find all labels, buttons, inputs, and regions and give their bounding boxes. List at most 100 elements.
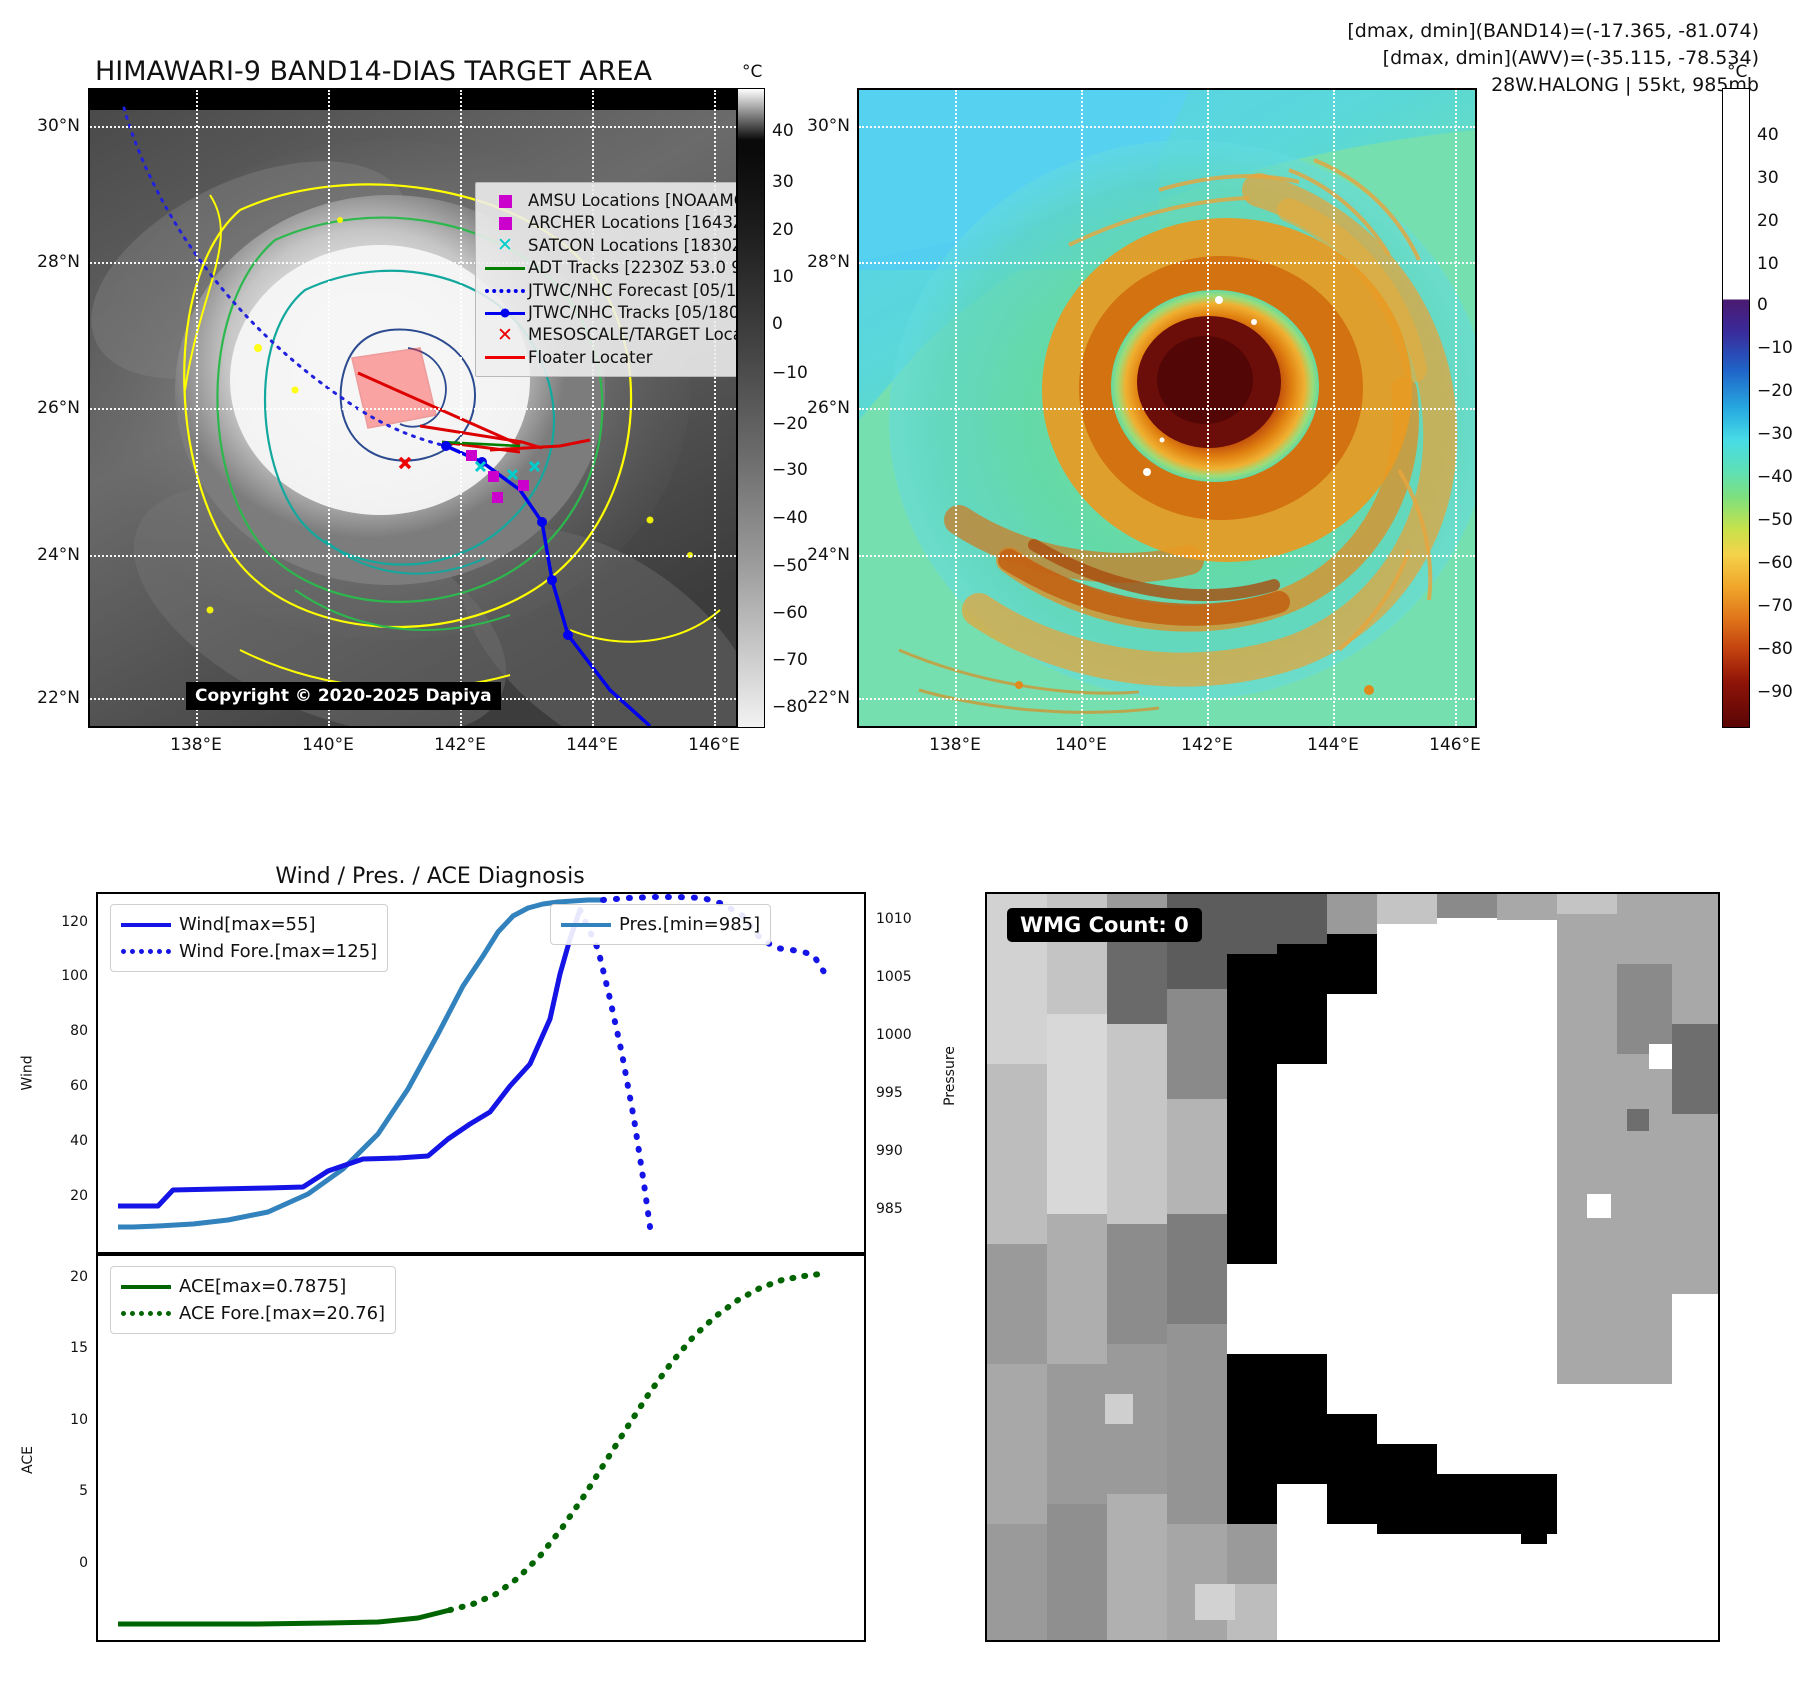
right-colorbar-title: °C [1727,62,1748,82]
ace-tick-label: 10 [70,1412,88,1428]
pressure-tick-label: 1010 [876,911,912,927]
right-colorbar-tick: 10 [1757,254,1779,274]
wind-chart-legend[interactable]: Wind[max=55] Wind Fore.[max=125] [110,904,389,972]
right-colorbar-tick: −90 [1757,682,1793,702]
green-dotted-line-icon [121,1311,179,1316]
pressure-tick-label: 990 [876,1143,903,1159]
lon-tick-label: 144°E [1307,735,1359,755]
ace-chart-legend[interactable]: ACE[max=0.7875] ACE Fore.[max=20.76] [110,1266,397,1334]
right-colorbar [1722,88,1750,728]
pressure-tick-label: 995 [876,1085,903,1101]
left-satellite-map[interactable]: AMSU Locations [NOAAMC/1149Z 28 1006] AR… [88,88,738,728]
right-colorbar-tick: 0 [1757,295,1768,315]
left-colorbar-tick: 30 [772,172,794,192]
diagnosis-title: Wind / Pres. / ACE Diagnosis [275,864,585,889]
green-line-icon [482,257,528,279]
lightblue-line-icon [561,922,619,927]
left-colorbar-tick: 20 [772,220,794,240]
lat-tick-label: 28°N [807,252,850,272]
header-stats: [dmax, dmin](BAND14)=(-17.365, -81.074) … [1347,18,1759,99]
right-colorbar-tick: −10 [1757,338,1793,358]
lon-tick-label: 140°E [1055,735,1107,755]
left-colorbar [737,88,765,728]
right-colorbar-tick: 30 [1757,168,1779,188]
left-colorbar-tick: −10 [772,363,808,383]
left-colorbar-tick: −60 [772,603,808,623]
lat-tick-label: 26°N [37,398,80,418]
legend-item-adt-tracks: ADT Tracks [2230Z 53.0 988.9] [482,257,736,279]
lat-tick-label: 28°N [37,252,80,272]
page-title-line1: HIMAWARI-9 BAND14-DIAS TARGET AREA [95,56,652,88]
wind-tick-label: 100 [61,968,88,984]
wind-pressure-chart[interactable]: Wind[max=55] Wind Fore.[max=125] Pres.[m… [96,892,866,1254]
wind-tick-label: 60 [70,1078,88,1094]
legend-item-mesoscale-target: ✕ MESOSCALE/TARGET Location [482,324,736,347]
left-colorbar-tick: 0 [772,314,783,334]
red-x-icon: ✕ [497,324,513,347]
pressure-chart-legend[interactable]: Pres.[min=985] [550,904,772,945]
lat-tick-label: 22°N [807,688,850,708]
lon-tick-label: 146°E [688,735,740,755]
ace-tick-label: 0 [79,1555,88,1571]
ace-chart[interactable]: ACE[max=0.7875] ACE Fore.[max=20.76] [96,1254,866,1642]
right-colorbar-tick: −60 [1757,553,1793,573]
lon-tick-label: 142°E [1181,735,1233,755]
blue-dotted-line-icon [482,280,528,302]
wind-tick-label: 120 [61,914,88,930]
right-satellite-map[interactable] [857,88,1477,728]
left-colorbar-tick: −30 [772,460,808,480]
wmg-map-panel[interactable]: WMG Count: 0 [985,892,1720,1642]
lon-tick-label: 144°E [566,735,618,755]
lat-tick-label: 22°N [37,688,80,708]
lat-tick-label: 30°N [37,116,80,136]
right-colorbar-tick: 20 [1757,211,1779,231]
red-line-icon [482,347,528,369]
lon-tick-label: 138°E [929,735,981,755]
legend-item-wind: Wind[max=55] [121,911,377,938]
lat-tick-label: 24°N [807,545,850,565]
map-legend[interactable]: AMSU Locations [NOAAMC/1149Z 28 1006] AR… [475,182,736,378]
left-colorbar-tick: −40 [772,508,808,528]
right-colorbar-tick: −50 [1757,510,1793,530]
ace-axis-label: ACE [19,1446,36,1474]
magenta-square-icon [482,190,528,212]
magenta-square-icon [482,212,528,234]
lat-tick-label: 24°N [37,545,80,565]
lat-tick-label: 26°N [807,398,850,418]
wind-tick-label: 40 [70,1133,88,1149]
green-line-icon [121,1284,179,1289]
right-colorbar-tick: −20 [1757,381,1793,401]
legend-item-ace-forecast: ACE Fore.[max=20.76] [121,1300,385,1327]
lon-tick-label: 138°E [170,735,222,755]
storm-summary: 28W.HALONG | 55kt, 985mb [1491,73,1759,96]
pressure-tick-label: 1000 [876,1027,912,1043]
ace-plot [118,1271,823,1627]
left-colorbar-title: °C [742,62,763,82]
legend-item-wind-forecast: Wind Fore.[max=125] [121,938,377,965]
pressure-axis-label: Pressure [941,1046,958,1106]
pressure-tick-label: 1005 [876,969,912,985]
lat-tick-label: 30°N [807,116,850,136]
legend-item-pressure: Pres.[min=985] [561,911,760,938]
blue-line-icon [121,922,179,927]
left-colorbar-tick: 40 [772,121,794,141]
ace-tick-label: 5 [79,1483,88,1499]
legend-item-jtwc-forecast: JTWC/NHC Forecast [05/1800Z] [482,280,736,302]
left-colorbar-tick: −80 [772,697,808,717]
left-colorbar-tick: −70 [772,650,808,670]
lon-tick-label: 142°E [434,735,486,755]
left-colorbar-tick: 10 [772,267,794,287]
right-colorbar-tick: −80 [1757,639,1793,659]
legend-item-amsu: AMSU Locations [NOAAMC/1149Z 28 1006] [482,190,736,212]
dmax-dmin-band14: [dmax, dmin](BAND14)=(-17.365, -81.074) [1347,20,1759,42]
right-colorbar-tick: −30 [1757,424,1793,444]
wind-tick-label: 20 [70,1188,88,1204]
cyan-x-icon: ✕ [497,234,513,257]
wmg-imagery [987,894,1718,1640]
lon-tick-label: 140°E [302,735,354,755]
left-colorbar-tick: −50 [772,556,808,576]
dmax-dmin-awv: [dmax, dmin](AWV)=(-35.115, -78.534) [1382,46,1759,69]
left-colorbar-tick: −20 [772,414,808,434]
legend-item-jtwc-tracks: JTWC/NHC Tracks [05/1800Z] [482,302,736,324]
legend-item-floater-locater: Floater Locater [482,347,736,369]
